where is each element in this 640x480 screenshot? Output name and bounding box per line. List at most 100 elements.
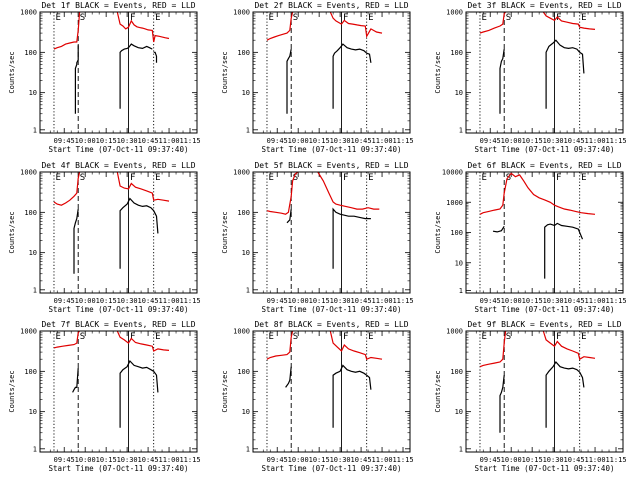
events-series-line [545, 360, 581, 428]
marker-label: S [506, 13, 511, 23]
y-tick-label: 1 [33, 286, 37, 294]
x-tick-label: 10:30 [117, 297, 138, 305]
y-tick-label: 100 [24, 368, 37, 376]
y-axis-label: Counts/sec [221, 211, 229, 253]
events-series-line [544, 222, 584, 279]
y-tick-label: 1000 [20, 9, 37, 17]
x-tick-label: 10:30 [117, 456, 138, 464]
x-axis-label: Start Time (07-Oct-11 09:37:40) [475, 464, 615, 473]
x-tick-label: 11:00 [585, 137, 606, 145]
y-tick-label: 1 [459, 445, 463, 453]
marker-label: E [481, 13, 486, 23]
lld-series-line [479, 11, 507, 34]
x-tick-label: 10:00 [501, 456, 522, 464]
x-tick-label: 11:15 [179, 297, 200, 305]
marker-label: E [155, 332, 160, 342]
y-tick-label: 1 [459, 287, 463, 295]
y-tick-label: 1000 [446, 328, 463, 336]
events-series-line [153, 370, 159, 393]
x-tick-label: 10:15 [522, 137, 543, 145]
x-tick-label: 10:30 [330, 456, 351, 464]
events-series-line [119, 359, 154, 428]
y-tick-label: 1000 [20, 328, 37, 336]
x-tick-label: 10:15 [96, 137, 117, 145]
panel-title: Det 6f BLACK = Events, RED = LLD [467, 161, 621, 170]
marker-label: F [556, 332, 561, 342]
x-tick-label: 10:00 [288, 297, 309, 305]
x-tick-label: 10:15 [96, 456, 117, 464]
events-series-line [332, 364, 368, 428]
x-tick-label: 10:45 [351, 456, 372, 464]
panel-det-7: Det 7f BLACK = Events, RED = LLD 1 10 100 10… [8, 320, 201, 473]
panel-title: Det 7f BLACK = Events, RED = LLD [41, 320, 195, 329]
x-tick-label: 10:00 [501, 137, 522, 145]
y-tick-label: 1000 [233, 169, 250, 177]
events-series-line [285, 366, 292, 388]
events-series-line [119, 43, 153, 109]
events-series-line [499, 375, 505, 433]
marker-label: E [55, 332, 60, 342]
y-tick-label: 1000 [20, 169, 37, 177]
x-tick-label: 09:45 [267, 137, 288, 145]
events-series-line [499, 49, 505, 114]
x-tick-label: 10:15 [96, 297, 117, 305]
panel-title: Det 9f BLACK = Events, RED = LLD [467, 320, 621, 329]
x-axis-label: Start Time (07-Oct-11 09:37:40) [49, 305, 189, 314]
y-tick-label: 1000 [233, 328, 250, 336]
events-series-line [119, 197, 155, 269]
events-series-line [545, 39, 581, 109]
plot-frame [465, 11, 624, 134]
y-tick-label: 100 [24, 49, 37, 57]
y-axis-label: Counts/sec [8, 370, 16, 412]
y-tick-label: 100 [237, 209, 250, 217]
lld-series-line [116, 11, 170, 43]
marker-label: S [506, 173, 511, 183]
lld-series-line [53, 171, 81, 206]
plot-frame [39, 11, 198, 134]
y-axis-label: Counts/sec [434, 211, 442, 253]
x-axis-label: Start Time (07-Oct-11 09:37:40) [49, 145, 189, 154]
x-tick-label: 11:15 [392, 297, 413, 305]
x-tick-label: 09:45 [54, 456, 75, 464]
events-series-line [579, 51, 585, 74]
panel-title: Det 1f BLACK = Events, RED = LLD [41, 1, 195, 10]
events-series-line [286, 48, 292, 114]
lld-series-line [479, 172, 596, 215]
y-tick-label: 10 [29, 249, 37, 257]
x-tick-label: 10:15 [309, 297, 330, 305]
x-tick-label: 11:15 [605, 456, 626, 464]
events-series-line [366, 52, 372, 63]
x-tick-label: 09:45 [54, 297, 75, 305]
lld-series-line [116, 330, 170, 352]
lld-series-line [266, 171, 299, 215]
lld-series-line [266, 11, 294, 41]
lld-series-line [317, 171, 380, 210]
y-axis-label: Counts/sec [434, 51, 442, 93]
x-tick-label: 11:15 [605, 137, 626, 145]
panel-det-1: Det 1f BLACK = Events, RED = LLD 1 10 100 10… [8, 1, 201, 154]
x-tick-label: 10:45 [351, 137, 372, 145]
y-tick-label: 1000 [446, 199, 463, 207]
y-tick-label: 1000 [446, 9, 463, 17]
x-tick-label: 10:45 [351, 297, 372, 305]
marker-label: E [581, 173, 586, 183]
x-tick-label: 11:00 [159, 456, 180, 464]
plot-frame [465, 330, 624, 453]
panel-title: Det 3f BLACK = Events, RED = LLD [467, 1, 621, 10]
marker-label: E [368, 332, 373, 342]
marker-label: F [343, 173, 348, 183]
plot-frame [252, 171, 411, 294]
x-tick-label: 11:15 [605, 297, 626, 305]
marker-label: F [556, 173, 561, 183]
panel-det-5: Det 5f BLACK = Events, RED = LLD 1 10 100 10… [221, 161, 414, 314]
marker-label: S [293, 173, 298, 183]
y-tick-label: 10 [29, 408, 37, 416]
x-tick-label: 11:00 [159, 137, 180, 145]
y-axis-label: Counts/sec [434, 370, 442, 412]
marker-label: S [80, 173, 85, 183]
lld-series-line [329, 11, 383, 39]
x-tick-label: 11:15 [179, 137, 200, 145]
y-axis-label: Counts/sec [221, 51, 229, 93]
panel-det-9: Det 9f BLACK = Events, RED = LLD 1 10 100 10… [434, 320, 627, 473]
